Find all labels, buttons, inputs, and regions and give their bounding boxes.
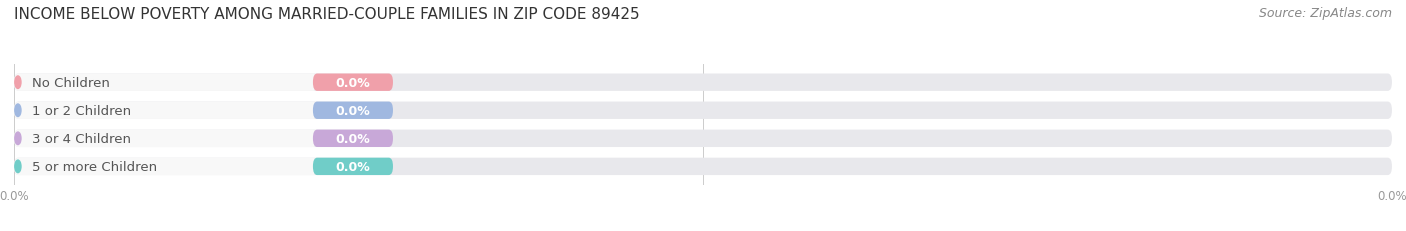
FancyBboxPatch shape xyxy=(14,102,1392,119)
Text: INCOME BELOW POVERTY AMONG MARRIED-COUPLE FAMILIES IN ZIP CODE 89425: INCOME BELOW POVERTY AMONG MARRIED-COUPL… xyxy=(14,7,640,22)
FancyBboxPatch shape xyxy=(314,102,394,119)
FancyBboxPatch shape xyxy=(14,158,1392,175)
FancyBboxPatch shape xyxy=(14,130,318,147)
Text: 0.0%: 0.0% xyxy=(336,76,370,89)
Circle shape xyxy=(15,132,21,145)
FancyBboxPatch shape xyxy=(14,74,318,91)
Circle shape xyxy=(15,77,21,89)
FancyBboxPatch shape xyxy=(314,158,394,175)
Text: 0.0%: 0.0% xyxy=(336,160,370,173)
Text: 3 or 4 Children: 3 or 4 Children xyxy=(32,132,131,145)
FancyBboxPatch shape xyxy=(314,130,394,147)
FancyBboxPatch shape xyxy=(14,130,1392,147)
Text: Source: ZipAtlas.com: Source: ZipAtlas.com xyxy=(1258,7,1392,20)
Circle shape xyxy=(15,105,21,117)
Text: No Children: No Children xyxy=(32,76,110,89)
Text: 0.0%: 0.0% xyxy=(336,104,370,117)
FancyBboxPatch shape xyxy=(14,102,318,119)
FancyBboxPatch shape xyxy=(14,74,1392,91)
Text: 5 or more Children: 5 or more Children xyxy=(32,160,157,173)
FancyBboxPatch shape xyxy=(14,158,318,175)
Text: 1 or 2 Children: 1 or 2 Children xyxy=(32,104,131,117)
Circle shape xyxy=(15,160,21,173)
Text: 0.0%: 0.0% xyxy=(336,132,370,145)
FancyBboxPatch shape xyxy=(314,74,394,91)
